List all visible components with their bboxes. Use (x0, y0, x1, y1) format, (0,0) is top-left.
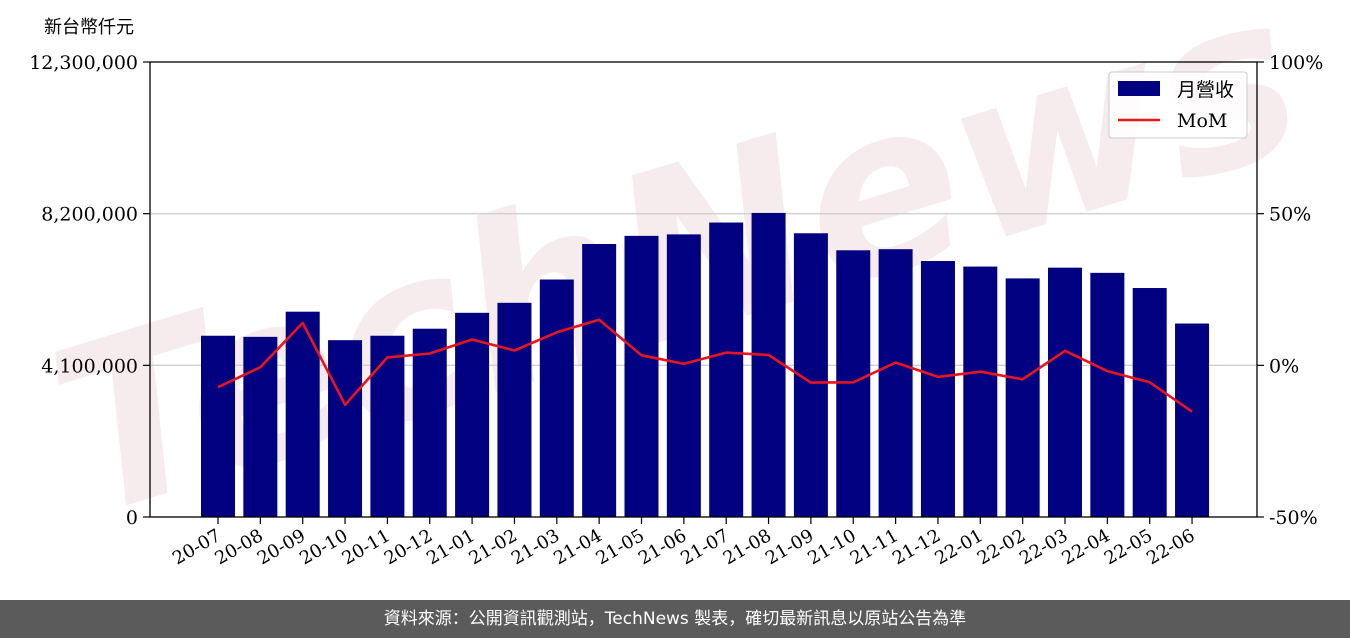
x-axis: 20-0720-0820-0920-1020-1120-1221-0121-02… (169, 517, 1199, 569)
y-tick-label: 4,100,000 (41, 355, 138, 377)
bar-20-08 (243, 336, 278, 517)
line-series-mom (217, 318, 1193, 413)
bar-20-10 (328, 340, 363, 517)
bar-20-09 (285, 311, 320, 517)
y2-tick-label: 50% (1269, 204, 1311, 226)
bar-22-03 (1048, 267, 1082, 517)
bar-22-01 (963, 266, 998, 517)
y-tick-label: 0 (126, 507, 138, 529)
bar-21-04 (582, 244, 617, 517)
bar-22-06 (1175, 323, 1210, 517)
bar-21-03 (539, 279, 574, 517)
bar-20-12 (412, 328, 447, 517)
y2-tick-label: 0% (1269, 355, 1299, 377)
mom-line (217, 318, 1193, 413)
bar-22-05 (1132, 288, 1167, 517)
bar-22-04 (1090, 272, 1125, 517)
bar-20-07 (201, 335, 235, 517)
bar-21-01 (455, 312, 490, 517)
bar-21-11 (878, 249, 913, 517)
bar-22-02 (1005, 278, 1040, 517)
source-text: 資料來源：公開資訊觀測站，TechNews 製表，確切最新訊息以原站公告為準 (383, 609, 967, 629)
bar-21-05 (624, 235, 659, 517)
y2-tick-label: 100% (1269, 52, 1323, 74)
legend-label-mom: MoM (1177, 110, 1227, 132)
bar-series-revenue (201, 212, 1210, 518)
bar-21-08 (751, 212, 786, 518)
bar-21-06 (666, 234, 701, 517)
y-axis-unit-label: 新台幣仟元 (44, 17, 134, 38)
x-tick-label: 22-06 (1143, 525, 1198, 569)
legend-label-revenue: 月營收 (1177, 79, 1234, 101)
bar-21-07 (709, 222, 744, 517)
y-tick-label: 12,300,000 (29, 52, 138, 74)
bar-21-12 (920, 261, 955, 517)
y-axis-left: 0 4,100,000 8,200,000 12,300,000 (29, 52, 150, 529)
legend-swatch-revenue (1118, 81, 1160, 96)
plot-frame (149, 61, 1258, 518)
source-footer: 資料來源：公開資訊觀測站，TechNews 製表，確切最新訊息以原站公告為準 (0, 600, 1350, 638)
y-axis-right: -50% 0% 50% 100% (1257, 52, 1323, 529)
bar-21-02 (497, 302, 532, 517)
bar-20-11 (370, 335, 405, 517)
legend: 月營收 MoM (1108, 71, 1248, 139)
y2-tick-label: -50% (1269, 507, 1318, 529)
y-tick-label: 8,200,000 (41, 204, 138, 226)
